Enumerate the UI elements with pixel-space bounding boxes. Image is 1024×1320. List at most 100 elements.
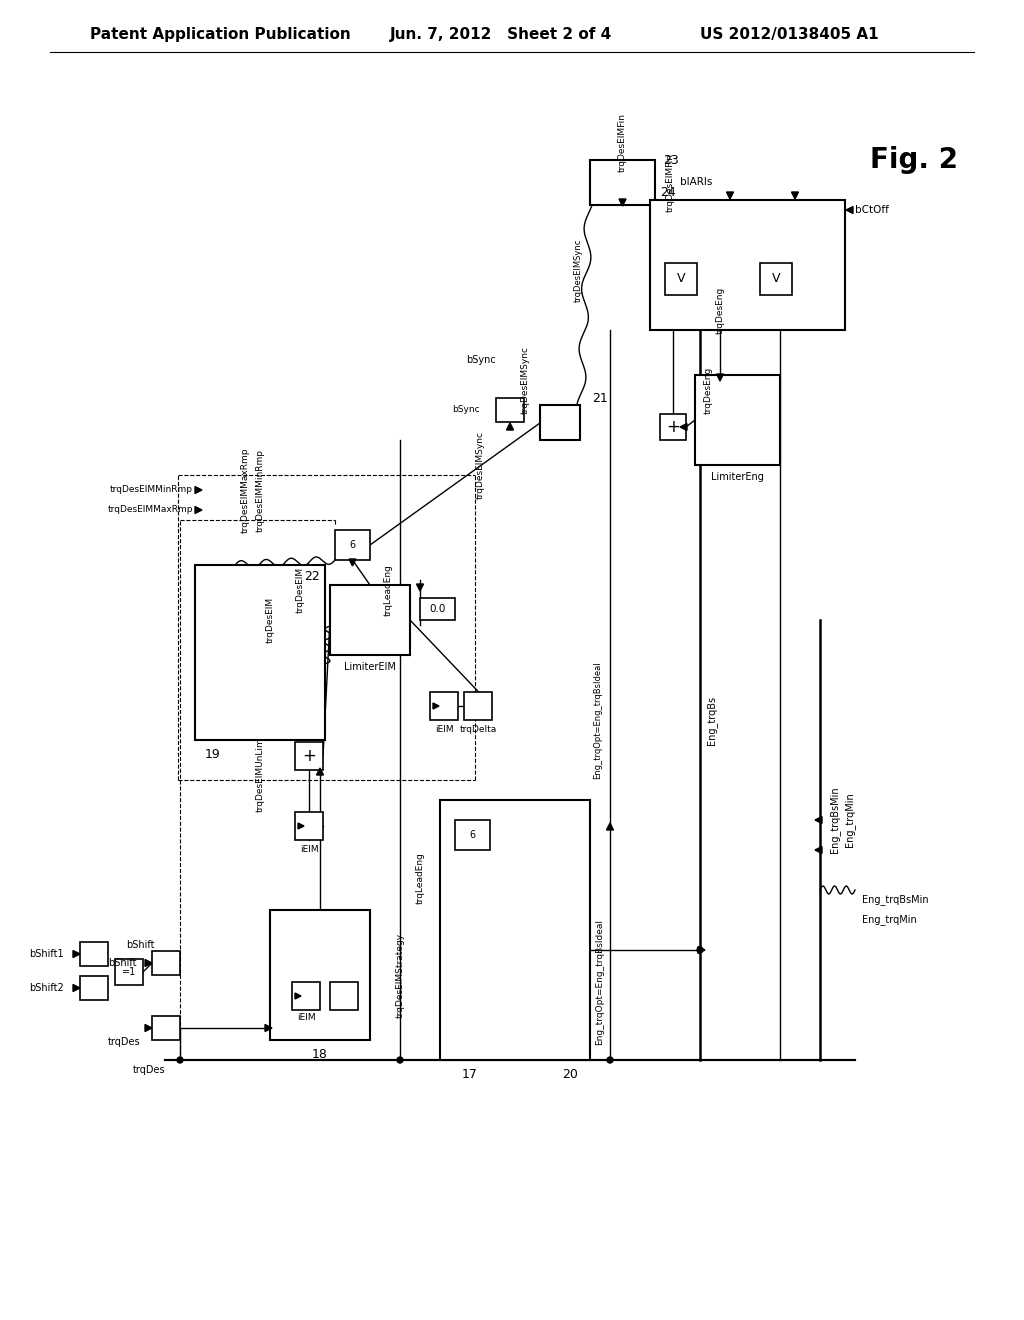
Polygon shape (349, 558, 356, 566)
Text: Eng_trqBs: Eng_trqBs (707, 696, 718, 744)
Text: +: + (302, 747, 316, 766)
Bar (115, 960, 143, 985)
Text: trqDes: trqDes (132, 1065, 165, 1074)
Text: LimiterEIM: LimiterEIM (344, 663, 396, 672)
Text: trqDesEIMSync: trqDesEIMSync (520, 346, 529, 414)
Text: trqDesEIM: trqDesEIM (265, 597, 274, 643)
Bar (335, 531, 370, 560)
Bar (464, 692, 492, 719)
Polygon shape (726, 191, 733, 199)
Text: 18: 18 (312, 1048, 328, 1060)
Text: 23: 23 (663, 153, 679, 166)
Polygon shape (433, 704, 439, 709)
Bar (496, 399, 524, 422)
Text: bSync: bSync (453, 405, 480, 414)
Text: trqDesEng: trqDesEng (703, 367, 713, 413)
Text: trqDesEng: trqDesEng (716, 286, 725, 334)
Text: trqDesEIMUnLim: trqDesEIMUnLim (256, 738, 264, 812)
Circle shape (697, 946, 703, 953)
Text: bSync: bSync (466, 355, 496, 366)
Polygon shape (698, 946, 705, 953)
Polygon shape (145, 1024, 152, 1031)
Text: bShift: bShift (109, 958, 137, 968)
Bar (430, 692, 458, 719)
Text: Eng_trqMin: Eng_trqMin (862, 915, 916, 925)
Bar (80, 975, 108, 1001)
Text: V: V (677, 272, 685, 285)
Bar (665, 263, 697, 294)
Text: Eng_trqBsMin: Eng_trqBsMin (829, 787, 841, 853)
Text: Fig. 2: Fig. 2 (870, 147, 958, 174)
Text: bShift1: bShift1 (30, 949, 63, 960)
Bar (292, 982, 319, 1010)
Text: trqDelta: trqDelta (460, 725, 497, 734)
Polygon shape (195, 487, 202, 494)
Text: +: + (666, 418, 680, 436)
Text: trqDesEIMFin: trqDesEIMFin (618, 112, 627, 172)
Text: LimiterEng: LimiterEng (711, 473, 764, 482)
Bar (650, 201, 845, 330)
Polygon shape (815, 817, 822, 824)
Bar (440, 800, 590, 1060)
Bar (455, 820, 490, 850)
Bar (660, 414, 686, 440)
Polygon shape (846, 206, 853, 214)
Text: 21: 21 (592, 392, 608, 405)
Bar (80, 942, 108, 966)
Text: bShift: bShift (127, 940, 155, 950)
Polygon shape (265, 1024, 272, 1031)
Text: Jun. 7, 2012   Sheet 2 of 4: Jun. 7, 2012 Sheet 2 of 4 (390, 28, 612, 42)
Bar (590, 160, 655, 205)
Bar (270, 909, 370, 1040)
Text: trqDes: trqDes (108, 1038, 140, 1047)
Polygon shape (507, 422, 513, 430)
Text: 20: 20 (562, 1068, 578, 1081)
Text: trqDesEIM: trqDesEIM (296, 566, 304, 612)
Text: trqDesEIMMinRmp: trqDesEIMMinRmp (110, 486, 193, 495)
Polygon shape (195, 507, 202, 513)
Text: 19: 19 (205, 747, 221, 760)
Circle shape (177, 1057, 183, 1063)
Text: trqDesEIMFin: trqDesEIMFin (666, 153, 675, 213)
Text: trqDesEIMMinRmp: trqDesEIMMinRmp (256, 449, 264, 532)
Text: 6: 6 (469, 830, 475, 840)
Text: 0.0: 0.0 (429, 605, 445, 614)
Polygon shape (815, 846, 822, 854)
Polygon shape (316, 768, 324, 775)
Polygon shape (73, 950, 80, 957)
Polygon shape (295, 993, 301, 999)
Text: iEIM: iEIM (434, 725, 454, 734)
Bar (295, 742, 323, 770)
Text: trqDesEIMMaxRmp: trqDesEIMMaxRmp (108, 506, 193, 515)
Bar (152, 950, 180, 975)
Bar (195, 565, 325, 741)
Text: 17: 17 (462, 1068, 478, 1081)
Circle shape (397, 1057, 403, 1063)
Text: Eng_trqOpt=Eng_trqBsIdeal: Eng_trqOpt=Eng_trqBsIdeal (596, 919, 604, 1045)
Text: trqDesEIMStrategy: trqDesEIMStrategy (395, 932, 404, 1018)
Text: trqDesEIMSync: trqDesEIMSync (475, 432, 484, 499)
Polygon shape (73, 985, 80, 991)
Text: Eng_trqBsMin: Eng_trqBsMin (862, 895, 929, 906)
Polygon shape (618, 199, 626, 206)
Bar (152, 1016, 180, 1040)
Polygon shape (606, 822, 613, 830)
Bar (420, 598, 455, 620)
Text: trqDesEIMSync: trqDesEIMSync (573, 239, 583, 302)
Polygon shape (680, 424, 687, 430)
Polygon shape (417, 583, 424, 591)
Bar (330, 982, 358, 1010)
Text: iEIM: iEIM (297, 1014, 315, 1023)
Text: trqLeadEng: trqLeadEng (416, 853, 425, 904)
Text: V: V (772, 272, 780, 285)
Circle shape (607, 1057, 613, 1063)
Text: 22: 22 (304, 570, 319, 583)
Bar (760, 263, 792, 294)
Bar (330, 585, 410, 655)
Text: trqDesEIMMaxRmp: trqDesEIMMaxRmp (241, 447, 250, 533)
Polygon shape (717, 374, 724, 381)
Text: Eng_trqOpt=Eng_trqBsIdeal: Eng_trqOpt=Eng_trqBsIdeal (594, 661, 602, 779)
Text: bShift2: bShift2 (30, 983, 63, 993)
Bar (695, 375, 780, 465)
Polygon shape (792, 191, 799, 199)
